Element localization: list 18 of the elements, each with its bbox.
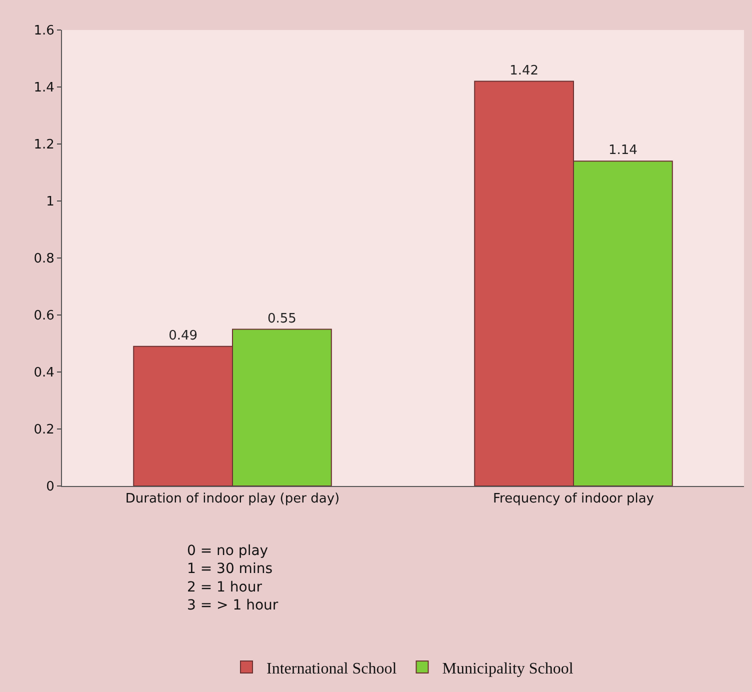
data-label: 1.42 bbox=[510, 63, 539, 78]
y-tick-label: 0 bbox=[46, 480, 54, 495]
data-label: 0.55 bbox=[267, 311, 296, 326]
data-label: 1.14 bbox=[608, 143, 638, 158]
data-label: 0.49 bbox=[168, 328, 198, 344]
y-tick-label: 1.6 bbox=[34, 24, 54, 39]
legend-label: International School bbox=[266, 660, 398, 678]
x-tick-label: Duration of indoor play (per day) bbox=[125, 492, 340, 507]
y-tick-label: 0.8 bbox=[34, 252, 54, 267]
y-tick-label: 1.2 bbox=[34, 138, 54, 153]
y-tick-label: 1 bbox=[46, 194, 54, 210]
legend-label: Municipality School bbox=[442, 660, 574, 678]
y-tick-label: 1.4 bbox=[34, 80, 54, 96]
text: 0 = no play 1 = 30 mins 2 = 1 hour 3 = > 1 hour bbox=[187, 543, 278, 614]
x-tick-label: Frequency of indoor play bbox=[493, 492, 654, 507]
y-tick-label: 0.6 bbox=[34, 308, 54, 324]
y-tick-label: 0.2 bbox=[34, 422, 54, 438]
y-tick-label: 0.4 bbox=[34, 366, 54, 381]
